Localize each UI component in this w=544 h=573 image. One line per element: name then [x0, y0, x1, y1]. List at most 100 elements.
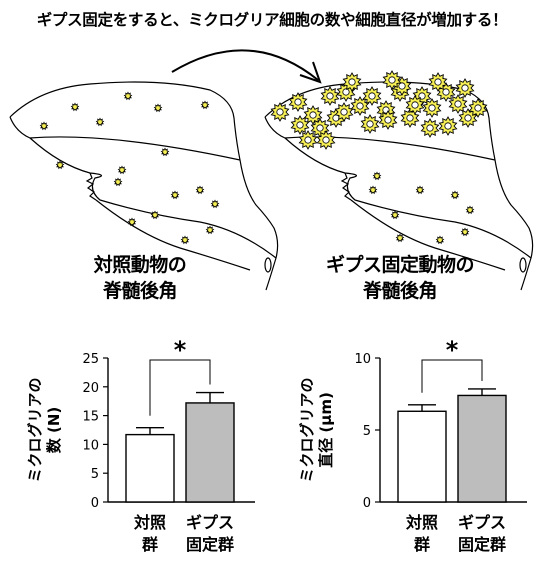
cast-caption-line2: 脊髄後角: [362, 280, 438, 302]
microglia-cell-icon: [153, 103, 163, 113]
cast-panel-caption: ギプス固定動物の 脊髄後角: [300, 252, 500, 304]
control-microglia-cells: [39, 91, 220, 245]
bar: [397, 410, 447, 503]
y-axis-label-line1: ミクログリアの: [26, 377, 44, 482]
y-tick-label: 10: [82, 438, 99, 453]
microglia-cell-icon: [450, 190, 460, 200]
cast-dorsal-horn: [264, 81, 534, 291]
bar: [185, 402, 235, 503]
microglia-cell-icon: [465, 205, 475, 215]
bar: [125, 433, 175, 503]
microglia-nucleus: [368, 92, 376, 100]
microglia-nucleus: [384, 116, 392, 124]
microglia-cell-icon: [195, 185, 205, 195]
y-axis-label: ミクログリアの直径 (μm): [298, 377, 335, 482]
microglia-cell-icon: [460, 227, 470, 237]
microglia-cell-icon: [70, 102, 80, 112]
microglia-cell-icon: [170, 190, 180, 200]
microglia-nucleus: [406, 114, 414, 122]
microglia-nucleus: [411, 101, 419, 109]
microglia-nucleus: [348, 78, 356, 86]
microglia-cell-icon: [95, 117, 105, 127]
category-label-line2: 群: [414, 535, 430, 554]
microglia-nucleus: [326, 92, 334, 100]
y-tick-label: 5: [91, 467, 99, 482]
significance-marker: *: [174, 336, 187, 364]
microglia-nucleus: [322, 136, 330, 144]
y-tick-label: 0: [91, 496, 99, 511]
microglia-nucleus: [388, 76, 396, 84]
microglia-cell-icon: [372, 171, 382, 181]
control-caption-line2: 脊髄後角: [102, 280, 178, 302]
microglia-cell-icon: [113, 177, 123, 187]
category-label-line1: ギプス: [186, 513, 234, 532]
microglia-nucleus: [340, 108, 348, 116]
microglia-nucleus: [428, 104, 436, 112]
microglia-cell-icon: [180, 235, 190, 245]
microglia-nucleus: [276, 108, 284, 116]
category-label-line2: 固定群: [458, 535, 506, 554]
microglia-nucleus: [474, 104, 482, 112]
bar: [457, 394, 507, 503]
microglia-cell-icon: [39, 121, 49, 131]
spinal-cord-illustration: [9, 49, 534, 291]
cast-caption-line1: ギプス固定動物の: [325, 254, 475, 276]
y-axis-label-line2: 数 (N): [45, 407, 63, 454]
cast-microglia-cells: [270, 70, 488, 245]
microglia-nucleus: [366, 120, 374, 128]
microglia-cell-icon: [415, 185, 425, 195]
microglia-nucleus: [444, 122, 452, 130]
y-axis-label-line1: ミクログリアの: [298, 377, 316, 482]
microglia-cell-icon: [395, 233, 405, 243]
microglia-cell-icon: [435, 235, 445, 245]
y-tick-label: 0: [363, 496, 371, 511]
microglia-cell-icon: [210, 199, 220, 209]
microglia-nucleus: [309, 111, 317, 119]
category-label-line2: 群: [142, 535, 158, 554]
microglia-cell-icon: [55, 160, 65, 170]
microglia-nucleus: [356, 102, 364, 110]
microglia-cell-icon: [127, 217, 137, 227]
microglia-cell-icon: [160, 147, 170, 157]
y-tick-label: 25: [82, 352, 99, 367]
arrow-head: [299, 61, 322, 84]
category-label-line1: 対照: [133, 513, 166, 532]
significance-bracket: [421, 359, 483, 393]
microglia-nucleus: [296, 121, 304, 129]
category-label-line1: 対照: [405, 513, 438, 532]
category-label-line1: ギプス: [458, 513, 506, 532]
microglia-nucleus: [426, 124, 434, 132]
microglia-cell-icon: [368, 185, 378, 195]
headline: ギプス固定をすると、ミクログリア細胞の数や細胞直径が増加する！: [36, 11, 508, 29]
microglia-nucleus: [464, 114, 472, 122]
y-tick-label: 15: [82, 410, 99, 425]
y-tick-label: 5: [363, 424, 371, 439]
microglia-cell-icon: [123, 91, 133, 101]
control-dorsal-horn: [9, 81, 279, 291]
microglia-nucleus: [398, 82, 406, 90]
microglia-cell-icon: [205, 225, 215, 235]
category-label-line2: 固定群: [186, 535, 234, 554]
y-tick-label: 10: [354, 352, 371, 367]
microglia-nucleus: [342, 88, 350, 96]
y-tick-label: 20: [82, 381, 99, 396]
microglia-nucleus: [304, 136, 312, 144]
significance-bracket: [149, 359, 211, 416]
microglia-cell-icon: [117, 165, 127, 175]
curved-arrow-right-icon: [171, 49, 319, 81]
control-panel-caption: 対照動物の 脊髄後角: [40, 252, 240, 304]
microglia-nucleus: [316, 124, 324, 132]
microglia-nucleus: [454, 100, 462, 108]
control-caption-line1: 対照動物の: [93, 254, 187, 276]
microglia-cell-icon: [150, 210, 160, 220]
significance-marker: *: [446, 336, 459, 364]
microglia-cell-icon: [390, 210, 400, 220]
microglia-nucleus: [434, 78, 442, 86]
microglia-nucleus: [442, 88, 450, 96]
y-axis-label-line2: 直径 (μm): [317, 392, 335, 468]
microglia-cell-icon: [200, 100, 210, 110]
y-axis-label: ミクログリアの数 (N): [26, 377, 63, 482]
microglia-nucleus: [294, 98, 302, 106]
